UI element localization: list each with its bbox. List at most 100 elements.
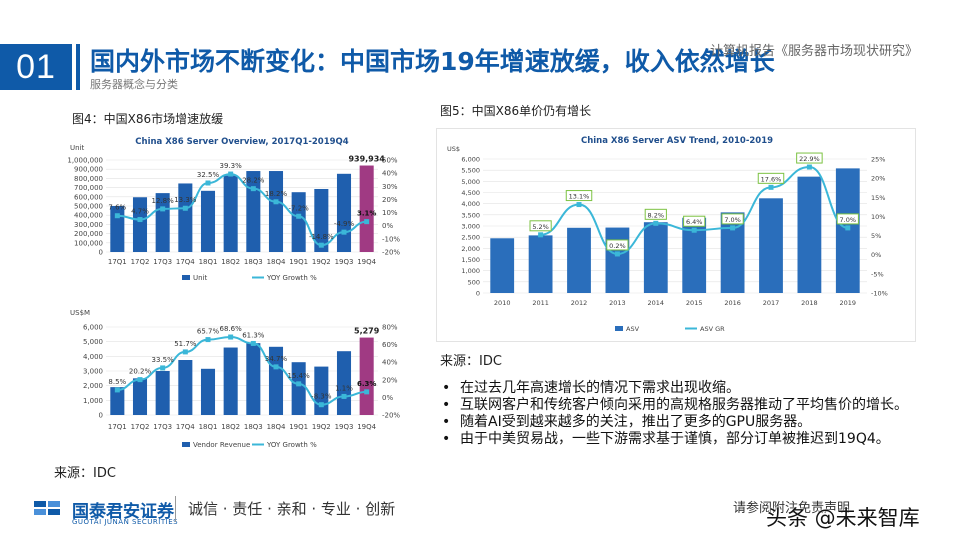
data-label: 65.7% — [197, 328, 220, 336]
y-tick-label: 4,000 — [83, 353, 103, 361]
y-tick-label: 2,000 — [461, 245, 480, 253]
data-label: 4.7% — [131, 208, 149, 216]
bar — [720, 212, 745, 293]
growth-point — [205, 180, 211, 186]
x-tick-label: 19Q3 — [335, 258, 354, 266]
y2-tick-label: 80% — [382, 324, 398, 332]
y-tick-label: 1,000,000 — [67, 157, 103, 165]
growth-point — [341, 229, 347, 235]
x-tick-label: 2014 — [648, 299, 665, 307]
chart-title: China X86 Server Overview, 2017Q1-2019Q4 — [135, 137, 348, 147]
source-right: 来源：IDC — [440, 354, 502, 369]
y-tick-label: 6,000 — [83, 324, 103, 332]
x-tick-label: 2011 — [532, 299, 549, 307]
x-tick-label: 2015 — [686, 299, 703, 307]
bar — [155, 193, 170, 252]
bar — [200, 368, 216, 415]
bar — [223, 175, 238, 252]
data-label-box — [836, 213, 859, 225]
y2-tick-label: 0% — [382, 222, 393, 230]
bar — [314, 366, 329, 415]
disclaimer: 请参阅附注免责声明 — [733, 501, 851, 516]
y-tick-label: 0 — [99, 249, 103, 257]
growth-point — [205, 337, 211, 343]
revenue-chart: US$M 0 1,000 2,000 3,000 4,000 5,000 6,000 -20% 0… — [66, 305, 418, 457]
growth-point — [653, 220, 659, 226]
y2-tick-label: 40% — [382, 359, 398, 367]
y2-tick-label: 20% — [382, 376, 398, 384]
growth-point — [318, 402, 324, 408]
x-tick-label: 17Q3 — [153, 258, 172, 266]
growth-point — [538, 232, 544, 238]
y2-tick-label: 40% — [382, 170, 398, 178]
title-divider — [76, 44, 80, 90]
bar — [567, 227, 591, 293]
data-label-box — [606, 239, 629, 251]
x-tick-label: 18Q2 — [221, 423, 240, 431]
y2-tick-label: -10% — [871, 290, 888, 298]
y2-tick-label: 25% — [871, 156, 885, 164]
data-label: 15.4% — [288, 372, 311, 380]
data-label: 7.6% — [108, 204, 126, 212]
y2-tick-label: 0% — [382, 394, 393, 402]
legend-swatch-bar — [615, 326, 623, 331]
bar — [200, 190, 216, 252]
y2-tick-label: 50% — [382, 157, 398, 165]
bullet-item: 由于中美贸易战，一些下游需求基于谨慎，部分订单被推迟到19Q4。 — [440, 431, 940, 448]
bar — [314, 188, 329, 252]
growth-point — [273, 199, 279, 205]
data-label-box — [565, 190, 593, 202]
x-tick-label: 18Q3 — [244, 258, 263, 266]
source-left: 来源：IDC — [54, 466, 116, 481]
legend-label: ASV GR — [700, 325, 725, 333]
legend-label: ASV — [626, 325, 640, 333]
y-tick-label: 4,500 — [461, 189, 480, 197]
x-tick-label: 18Q1 — [199, 423, 218, 431]
data-label: -7.2% — [289, 204, 310, 212]
y-tick-label: 3,000 — [83, 368, 103, 376]
watermark: 头条 @未来智库 — [766, 506, 920, 530]
bar — [155, 371, 170, 415]
bar — [359, 337, 374, 415]
x-tick-label: 19Q1 — [289, 258, 308, 266]
data-label-box — [757, 172, 785, 184]
y-tick-label: 2,500 — [461, 234, 480, 242]
y2-tick-label: 20% — [871, 175, 885, 183]
growth-point — [182, 349, 188, 355]
x-tick-label: 19Q3 — [335, 423, 354, 431]
x-tick-label: 2012 — [571, 299, 588, 307]
growth-point — [845, 225, 851, 231]
y-tick-label: 800,000 — [74, 175, 103, 183]
growth-point — [137, 217, 143, 223]
data-label: 22.9% — [799, 155, 820, 163]
x-tick-label: 17Q2 — [131, 423, 150, 431]
unit-label: US$ — [447, 145, 460, 153]
bar — [336, 173, 352, 252]
data-label-box — [644, 208, 667, 220]
report-name: 计算机报告《服务器市场现状研究》 — [709, 44, 918, 59]
y-tick-label: 3,000 — [461, 223, 480, 231]
y2-tick-label: 60% — [382, 341, 398, 349]
company-logo-icon — [34, 501, 60, 515]
growth-point — [296, 381, 302, 387]
y-tick-label: 1,000 — [83, 397, 103, 405]
growth-point — [182, 205, 188, 211]
x-tick-label: 2016 — [724, 299, 741, 307]
data-label: 34.7% — [265, 355, 288, 363]
x-tick-label: 17Q1 — [108, 258, 127, 266]
data-label: 5.2% — [532, 223, 549, 231]
unit-chart: China X86 Server Overview, 2017Q1-2019Q4… — [66, 130, 418, 300]
data-label-box — [796, 152, 823, 164]
data-label: 17.6% — [761, 175, 782, 183]
data-label: 39.3% — [220, 162, 243, 170]
data-label: -14.8% — [309, 233, 334, 241]
data-label: 68.6% — [220, 325, 243, 333]
bar — [605, 227, 630, 293]
growth-point — [576, 202, 582, 208]
bar — [490, 238, 515, 293]
data-label-box — [721, 213, 744, 225]
unit-label: US$M — [70, 309, 90, 317]
x-tick-label: 17Q4 — [176, 258, 195, 266]
y-tick-label: 600,000 — [74, 193, 103, 201]
bullet-list: 在过去几年高速增长的情况下需求出现收缩。 互联网客户和传统客户倾向采用的高规格服… — [440, 380, 940, 448]
